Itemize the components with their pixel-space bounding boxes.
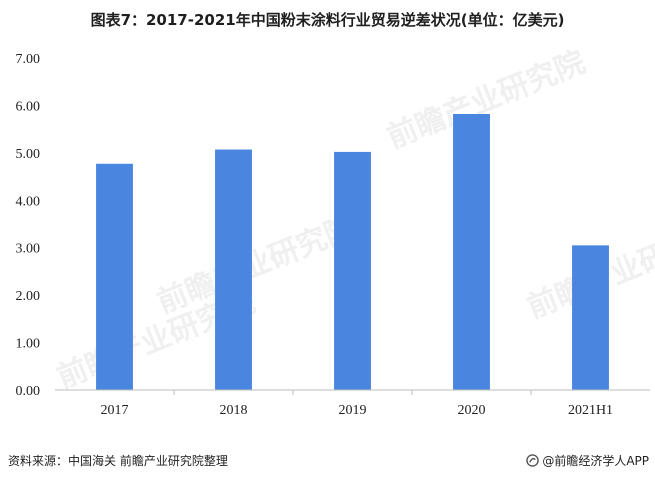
brand-logo-icon <box>526 454 540 467</box>
x-tick-label: 2020 <box>458 403 486 418</box>
x-tick-label: 2019 <box>339 403 367 418</box>
y-tick-label: 1.00 <box>16 337 41 352</box>
chart-title: 图表7：2017-2021年中国粉末涂料行业贸易逆差状况(单位：亿美元) <box>90 11 565 29</box>
x-axis-ticks: 2017 2018 2019 2020 2021H1 <box>101 390 613 418</box>
y-tick-label: 6.00 <box>16 99 41 114</box>
x-tick-label: 2017 <box>101 403 129 418</box>
brand-credit: @前瞻经济学人APP <box>526 452 649 469</box>
source-note: 资料来源：中国海关 前瞻产业研究院整理 <box>8 454 228 468</box>
brand-text: @前瞻经济学人APP <box>542 454 649 468</box>
bars <box>96 113 609 391</box>
bar-2021H1 <box>572 245 609 390</box>
y-tick-label: 5.00 <box>16 147 41 162</box>
x-tick-label: 2021H1 <box>568 403 613 418</box>
bar-2017 <box>96 163 133 390</box>
bar-2018 <box>215 149 252 390</box>
y-tick-label: 4.00 <box>16 194 41 209</box>
x-tick-label: 2018 <box>220 403 248 418</box>
bar-2019 <box>334 151 371 390</box>
y-tick-label: 2.00 <box>16 289 41 304</box>
y-tick-label: 3.00 <box>16 242 41 257</box>
y-tick-label: 7.00 <box>16 52 41 67</box>
y-tick-label: 0.00 <box>16 384 41 399</box>
bar-2020 <box>453 113 490 391</box>
y-axis-ticks: 0.00 1.00 2.00 3.00 4.00 5.00 6.00 7.00 <box>16 52 41 399</box>
